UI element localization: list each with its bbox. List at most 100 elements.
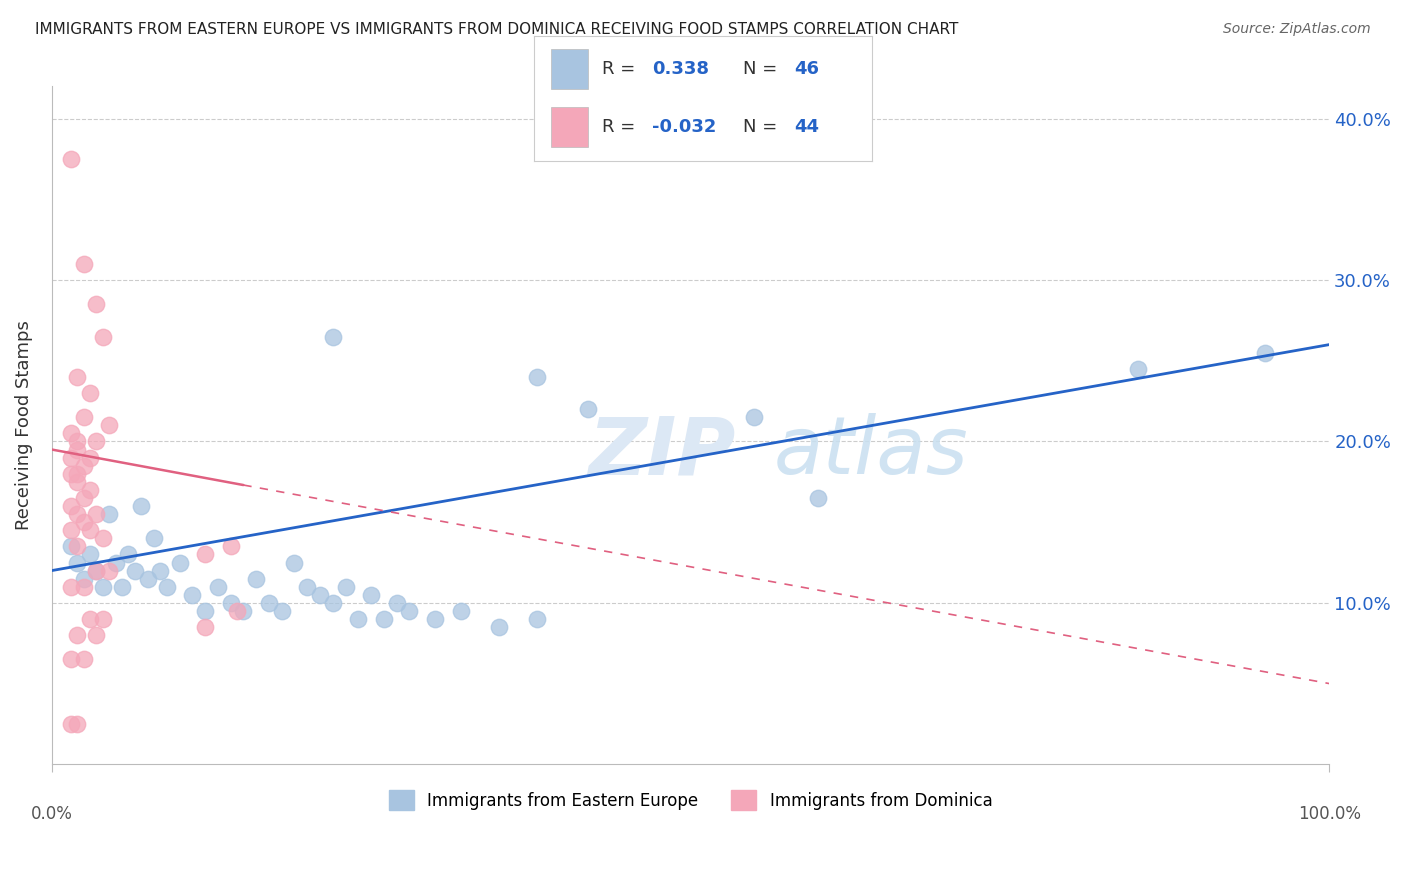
- Point: [360, 588, 382, 602]
- Point: [423, 612, 446, 626]
- Point: [156, 580, 179, 594]
- Text: 44: 44: [794, 118, 820, 136]
- Point: [283, 556, 305, 570]
- Point: [488, 620, 510, 634]
- Point: [66, 540, 89, 554]
- Point: [73, 652, 96, 666]
- Point: [744, 410, 766, 425]
- Point: [91, 329, 114, 343]
- Point: [257, 596, 280, 610]
- Text: atlas: atlas: [773, 413, 969, 491]
- Point: [66, 434, 89, 449]
- Text: IMMIGRANTS FROM EASTERN EUROPE VS IMMIGRANTS FROM DOMINICA RECEIVING FOOD STAMPS: IMMIGRANTS FROM EASTERN EUROPE VS IMMIGR…: [35, 22, 959, 37]
- Point: [79, 548, 101, 562]
- Point: [194, 548, 217, 562]
- Point: [373, 612, 395, 626]
- Text: 0.0%: 0.0%: [31, 805, 73, 823]
- Point: [86, 434, 108, 449]
- Bar: [551, 107, 588, 147]
- Point: [73, 580, 96, 594]
- Point: [79, 450, 101, 465]
- Point: [79, 612, 101, 626]
- Text: N =: N =: [744, 118, 783, 136]
- Text: R =: R =: [602, 61, 641, 78]
- Text: 46: 46: [794, 61, 820, 78]
- Point: [73, 410, 96, 425]
- Point: [136, 572, 159, 586]
- Point: [98, 507, 121, 521]
- Point: [297, 580, 319, 594]
- Point: [73, 491, 96, 505]
- Point: [98, 564, 121, 578]
- Point: [124, 564, 146, 578]
- Point: [66, 556, 89, 570]
- Point: [526, 370, 548, 384]
- Point: [86, 507, 108, 521]
- Point: [142, 531, 165, 545]
- Point: [91, 612, 114, 626]
- Point: [59, 499, 82, 513]
- Point: [322, 329, 344, 343]
- Y-axis label: Receiving Food Stamps: Receiving Food Stamps: [15, 320, 32, 530]
- Point: [219, 596, 242, 610]
- Point: [66, 717, 89, 731]
- Point: [335, 580, 357, 594]
- Point: [98, 418, 121, 433]
- Point: [66, 370, 89, 384]
- Point: [79, 483, 101, 497]
- Point: [59, 152, 82, 166]
- Point: [59, 652, 82, 666]
- Point: [104, 556, 127, 570]
- Point: [73, 515, 96, 529]
- Point: [59, 426, 82, 441]
- Point: [347, 612, 370, 626]
- Point: [129, 499, 152, 513]
- Text: 100.0%: 100.0%: [1298, 805, 1361, 823]
- Point: [1254, 345, 1277, 359]
- Text: R =: R =: [602, 118, 641, 136]
- Point: [66, 467, 89, 481]
- Point: [270, 604, 292, 618]
- Point: [66, 507, 89, 521]
- Point: [232, 604, 254, 618]
- Point: [79, 523, 101, 537]
- Point: [73, 572, 96, 586]
- Point: [807, 491, 830, 505]
- Point: [66, 475, 89, 489]
- Point: [194, 604, 217, 618]
- Text: 0.338: 0.338: [652, 61, 710, 78]
- Point: [59, 523, 82, 537]
- Point: [576, 402, 599, 417]
- Point: [73, 458, 96, 473]
- Text: N =: N =: [744, 61, 783, 78]
- Point: [322, 596, 344, 610]
- Point: [66, 442, 89, 457]
- Point: [86, 564, 108, 578]
- Point: [91, 531, 114, 545]
- Legend: Immigrants from Eastern Europe, Immigrants from Dominica: Immigrants from Eastern Europe, Immigran…: [382, 783, 1000, 817]
- Point: [86, 628, 108, 642]
- Point: [1126, 361, 1149, 376]
- Point: [194, 620, 217, 634]
- Point: [59, 717, 82, 731]
- Point: [59, 467, 82, 481]
- Point: [86, 297, 108, 311]
- Point: [66, 628, 89, 642]
- Point: [79, 386, 101, 401]
- Text: Source: ZipAtlas.com: Source: ZipAtlas.com: [1223, 22, 1371, 37]
- Point: [207, 580, 229, 594]
- Point: [91, 580, 114, 594]
- Point: [385, 596, 408, 610]
- Point: [59, 580, 82, 594]
- Point: [181, 588, 204, 602]
- Point: [73, 257, 96, 271]
- Point: [219, 540, 242, 554]
- Text: ZIP: ZIP: [588, 413, 735, 491]
- Point: [59, 540, 82, 554]
- Point: [117, 548, 139, 562]
- Point: [59, 450, 82, 465]
- Point: [86, 564, 108, 578]
- Point: [149, 564, 172, 578]
- Point: [169, 556, 191, 570]
- Text: -0.032: -0.032: [652, 118, 717, 136]
